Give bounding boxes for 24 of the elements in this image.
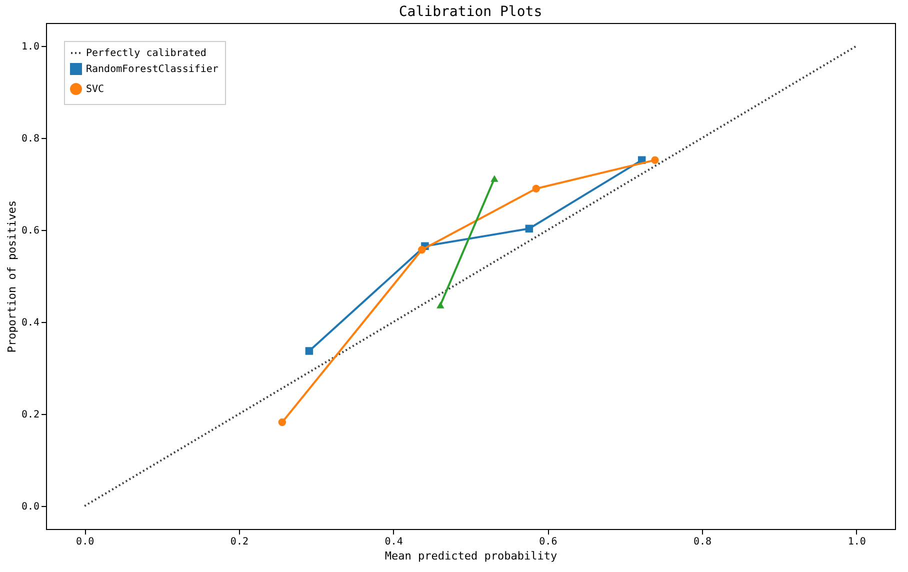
- y-tick-label: 0.4: [21, 318, 40, 328]
- x-axis-title: Mean predicted probability: [384, 550, 558, 562]
- legend-label: Perfectly calibrated: [86, 48, 206, 59]
- y-tick-label: 1.0: [21, 42, 40, 52]
- y-tick-label: 0.8: [21, 134, 40, 144]
- point: [651, 156, 659, 164]
- point: [305, 347, 314, 355]
- x-tick-label: 1.0: [848, 536, 866, 548]
- x-tick-label: 0.2: [230, 536, 248, 548]
- x-tick-label: 0.0: [76, 536, 94, 548]
- x-tick-label: 0.8: [694, 536, 712, 548]
- y-tick-label: 0.6: [21, 226, 40, 236]
- y-tick-label: 0.2: [21, 410, 40, 420]
- x-tick-label: 0.4: [384, 536, 403, 548]
- y-axis-title: Proportion of positives: [5, 200, 18, 353]
- point: [532, 184, 540, 192]
- legend-label: SVC: [86, 84, 104, 95]
- point: [418, 246, 426, 254]
- legend-label: RandomForestClassifier: [86, 64, 218, 75]
- x-tick-label: 0.6: [539, 536, 558, 548]
- point: [278, 418, 286, 426]
- point: [525, 224, 534, 232]
- y-tick-label: 0.0: [21, 502, 40, 512]
- chart-title: Calibration Plots: [398, 4, 542, 20]
